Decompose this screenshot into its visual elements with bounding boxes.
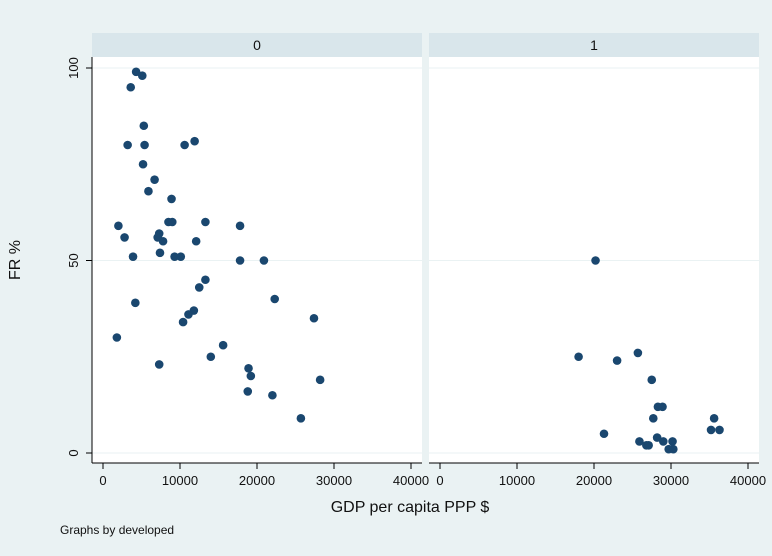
panel-0-point-20: [159, 237, 168, 246]
panel-0-point-9: [150, 175, 159, 184]
panel-1-point-19: [669, 445, 678, 454]
panel-0-point-1: [138, 71, 147, 80]
panel-1-point-14: [659, 437, 668, 446]
panel-0-x-tick-label-4: 40000: [393, 473, 429, 488]
panel-1-point-4: [647, 376, 656, 385]
panel-0-point-36: [113, 333, 122, 342]
panel-1-point-1: [574, 352, 583, 361]
panel-0-point-23: [129, 252, 138, 261]
panel-1-x-axis: 0 10000 20000 30000 40000: [429, 463, 766, 488]
panel-0-point-44: [268, 391, 277, 400]
panel-1-strip-label: 1: [590, 37, 598, 53]
panel-0-point-7: [190, 137, 199, 146]
panel-1-x-tick-label-4: 40000: [730, 473, 766, 488]
panel-1: 1: [429, 33, 759, 463]
panel-0-x-tick-label-1: 10000: [162, 473, 198, 488]
panel-0-point-6: [180, 141, 189, 150]
panel-0-point-8: [139, 160, 148, 169]
panel-0-point-17: [120, 233, 129, 242]
panel-0-point-40: [244, 364, 253, 373]
panel-0-point-43: [243, 387, 252, 396]
panel-1-x-tick-label-1: 10000: [499, 473, 535, 488]
panel-1-point-9: [707, 426, 716, 435]
panel-0-strip-label: 0: [253, 37, 261, 53]
panel-0-point-34: [310, 314, 319, 323]
panel-0-point-4: [123, 141, 132, 150]
panel-0-point-31: [131, 299, 140, 308]
panel-1-point-15: [668, 437, 677, 446]
panel-0-point-12: [114, 222, 123, 231]
panel-0-point-10: [144, 187, 153, 196]
panel-0-point-5: [140, 141, 149, 150]
panel-1-point-6: [658, 403, 667, 412]
panel-1-point-2: [634, 349, 643, 358]
panel-1-point-10: [715, 426, 724, 435]
panel-0-point-33: [184, 310, 193, 319]
panel-0-point-11: [167, 195, 176, 204]
panel-1-x-tick-label-3: 30000: [653, 473, 689, 488]
panel-0-point-14: [168, 218, 177, 227]
panel-0-point-41: [247, 372, 256, 381]
x-axis-title: GDP per capita PPP $: [331, 499, 490, 516]
panel-1-point-8: [710, 414, 719, 423]
y-axis: 0 50 100: [66, 57, 92, 463]
panel-1-point-7: [649, 414, 658, 423]
panel-0-point-39: [155, 360, 164, 369]
panel-1-point-3: [613, 356, 622, 365]
panel-0-point-25: [176, 252, 185, 261]
panel-0-point-42: [316, 376, 325, 385]
panel-0-point-26: [236, 256, 245, 265]
panel-0-point-37: [219, 341, 228, 350]
y-tick-label-2: 100: [66, 57, 81, 79]
panel-1-point-17: [644, 441, 653, 450]
panel-1-point-11: [600, 429, 609, 438]
y-axis-title: FR %: [7, 240, 24, 280]
panel-0-point-16: [236, 222, 245, 231]
panel-0-x-tick-label-2: 20000: [239, 473, 275, 488]
panel-0-point-22: [156, 249, 165, 258]
panel-0-x-axis: 0 10000 20000 30000 40000: [92, 463, 429, 488]
panel-0-point-27: [260, 256, 269, 265]
panel-0: 0: [92, 33, 422, 463]
panel-1-point-0: [591, 256, 600, 265]
panel-0-point-35: [179, 318, 188, 327]
panel-0-x-tick-label-0: 0: [99, 473, 106, 488]
y-tick-label-1: 50: [66, 253, 81, 267]
panel-0-point-15: [201, 218, 210, 227]
panel-0-point-3: [140, 121, 149, 130]
panel-1-x-tick-label-2: 20000: [576, 473, 612, 488]
panel-0-x-tick-label-3: 30000: [316, 473, 352, 488]
panel-0-point-28: [201, 275, 210, 284]
panel-0-point-2: [126, 83, 135, 92]
panel-1-x-tick-label-0: 0: [436, 473, 443, 488]
panel-0-point-38: [207, 352, 216, 361]
y-tick-label-0: 0: [66, 449, 81, 456]
panel-0-point-45: [297, 414, 306, 423]
graphs-by-note: Graphs by developed: [60, 523, 174, 537]
panel-0-point-29: [195, 283, 204, 292]
panel-0-point-30: [270, 295, 279, 304]
panel-0-point-21: [192, 237, 201, 246]
